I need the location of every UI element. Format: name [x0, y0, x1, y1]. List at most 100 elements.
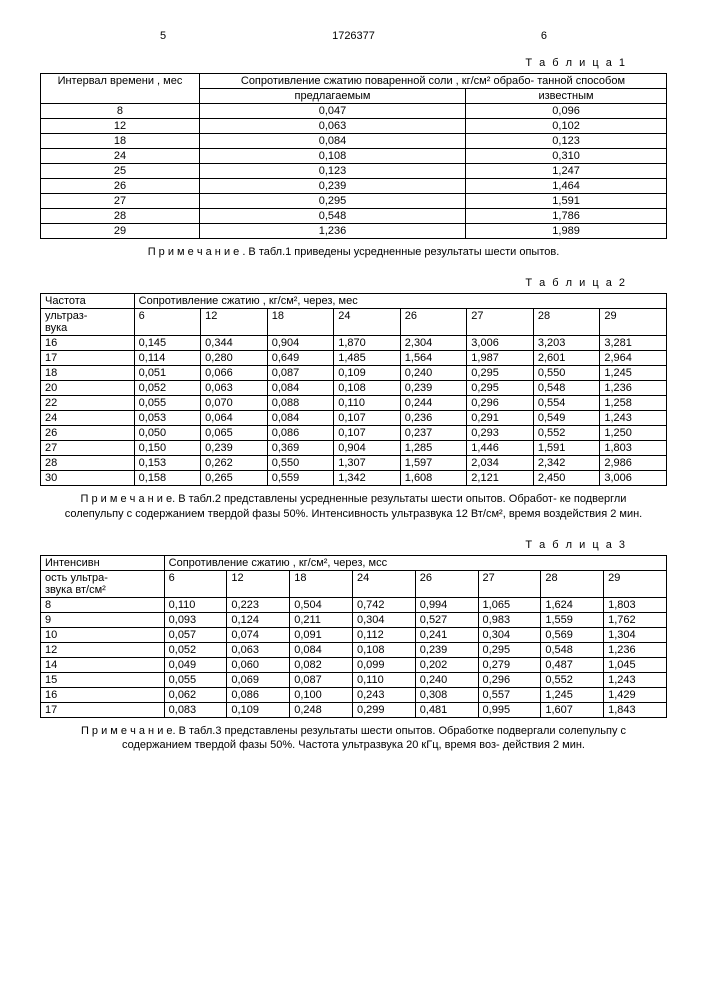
table-cell: 0,091 [290, 627, 353, 642]
table-row: 160,0620,0860,1000,2430,3080,5571,2451,4… [41, 687, 667, 702]
table-cell: 1,258 [600, 396, 667, 411]
table-cell: 1,304 [604, 627, 667, 642]
table-cell: 0,110 [164, 597, 227, 612]
table-cell: 0,051 [134, 366, 201, 381]
doc-number: 1726377 [332, 30, 375, 42]
table-cell: 1,607 [541, 702, 604, 717]
table-cell: 15 [41, 672, 165, 687]
table2-caption: Т а б л и ц а 2 [40, 277, 627, 289]
col-header: 28 [533, 309, 600, 336]
table-cell: 2,342 [533, 456, 600, 471]
table-cell: 0,344 [201, 336, 268, 351]
table-cell: 0,110 [352, 672, 415, 687]
table-cell: 0,904 [334, 441, 401, 456]
table-row: 250,1231,247 [41, 164, 667, 179]
table-cell: 0,110 [334, 396, 401, 411]
table3: Интенсивн Сопротивление сжатию , кг/см²,… [40, 555, 667, 718]
table3-note: П р и м е ч а н и е. В табл.3 представле… [60, 724, 647, 753]
col-header: 26 [415, 570, 478, 597]
table-cell: 0,554 [533, 396, 600, 411]
table-cell: 0,114 [134, 351, 201, 366]
t1-h1: Интервал времени , мес [41, 74, 200, 104]
table-cell: 0,557 [478, 687, 541, 702]
table-cell: 0,983 [478, 612, 541, 627]
table-cell: 0,062 [164, 687, 227, 702]
table-cell: 0,063 [199, 119, 465, 134]
t2-h1a: Частота [41, 294, 135, 309]
table-cell: 0,049 [164, 657, 227, 672]
table-cell: 0,994 [415, 597, 478, 612]
table-cell: 0,100 [290, 687, 353, 702]
table-cell: 0,112 [352, 627, 415, 642]
table-cell: 0,310 [466, 149, 667, 164]
table-cell: 0,069 [227, 672, 290, 687]
table-cell: 1,236 [600, 381, 667, 396]
table-cell: 0,487 [541, 657, 604, 672]
table-cell: 0,102 [466, 119, 667, 134]
table-cell: 28 [41, 209, 200, 224]
col-header: 29 [604, 570, 667, 597]
table-cell: 1,485 [334, 351, 401, 366]
table-cell: 0,550 [267, 456, 334, 471]
table-cell: 24 [41, 149, 200, 164]
table-cell: 0,548 [541, 642, 604, 657]
table-cell: 1,065 [478, 597, 541, 612]
table-cell: 0,050 [134, 426, 201, 441]
table-cell: 0,087 [267, 366, 334, 381]
t3-h1b: ость ультра-звука вт/см² [41, 570, 165, 597]
table-cell: 0,244 [400, 396, 467, 411]
table-cell: 9 [41, 612, 165, 627]
table-row: 120,0520,0630,0840,1080,2390,2950,5481,2… [41, 642, 667, 657]
table-cell: 1,342 [334, 471, 401, 486]
table-cell: 1,870 [334, 336, 401, 351]
table-cell: 12 [41, 642, 165, 657]
table-row: 120,0630,102 [41, 119, 667, 134]
table-cell: 1,243 [604, 672, 667, 687]
table-cell: 0,239 [199, 179, 465, 194]
table-cell: 0,239 [400, 381, 467, 396]
col-header: 6 [164, 570, 227, 597]
table-cell: 24 [41, 411, 135, 426]
table-cell: 25 [41, 164, 200, 179]
table-cell: 0,088 [267, 396, 334, 411]
col-header: 24 [334, 309, 401, 336]
table-cell: 0,124 [227, 612, 290, 627]
table-cell: 0,995 [478, 702, 541, 717]
table-cell: 1,243 [600, 411, 667, 426]
table-cell: 1,624 [541, 597, 604, 612]
table-cell: 0,057 [164, 627, 227, 642]
col-header: 26 [400, 309, 467, 336]
table-cell: 0,084 [267, 411, 334, 426]
table-cell: 30 [41, 471, 135, 486]
table-cell: 1,464 [466, 179, 667, 194]
table-cell: 0,108 [334, 381, 401, 396]
table2-note: П р и м е ч а н и е. В табл.2 представле… [60, 492, 647, 521]
col-header: 18 [267, 309, 334, 336]
table-cell: 0,742 [352, 597, 415, 612]
table-cell: 0,082 [290, 657, 353, 672]
table-row: 180,0840,123 [41, 134, 667, 149]
table-cell: 0,550 [533, 366, 600, 381]
t1-h4: известным [466, 89, 667, 104]
table-cell: 0,559 [267, 471, 334, 486]
table-cell: 3,006 [600, 471, 667, 486]
table-cell: 0,299 [352, 702, 415, 717]
table-row: 260,2391,464 [41, 179, 667, 194]
table-cell: 1,236 [199, 224, 465, 239]
col-header: 12 [227, 570, 290, 597]
table-cell: 1,803 [604, 597, 667, 612]
table-cell: 0,291 [467, 411, 534, 426]
table-cell: 0,223 [227, 597, 290, 612]
table-cell: 0,265 [201, 471, 268, 486]
table-cell: 0,280 [201, 351, 268, 366]
table-cell: 1,307 [334, 456, 401, 471]
table-cell: 28 [41, 456, 135, 471]
table-cell: 0,239 [415, 642, 478, 657]
table-cell: 0,074 [227, 627, 290, 642]
table-cell: 1,608 [400, 471, 467, 486]
table-cell: 18 [41, 134, 200, 149]
table-cell: 0,107 [334, 426, 401, 441]
table-row: 170,1140,2800,6491,4851,5641,9872,6012,9… [41, 351, 667, 366]
table-row: 260,0500,0650,0860,1070,2370,2930,5521,2… [41, 426, 667, 441]
table1: Интервал времени , мес Сопротивление сжа… [40, 73, 667, 239]
